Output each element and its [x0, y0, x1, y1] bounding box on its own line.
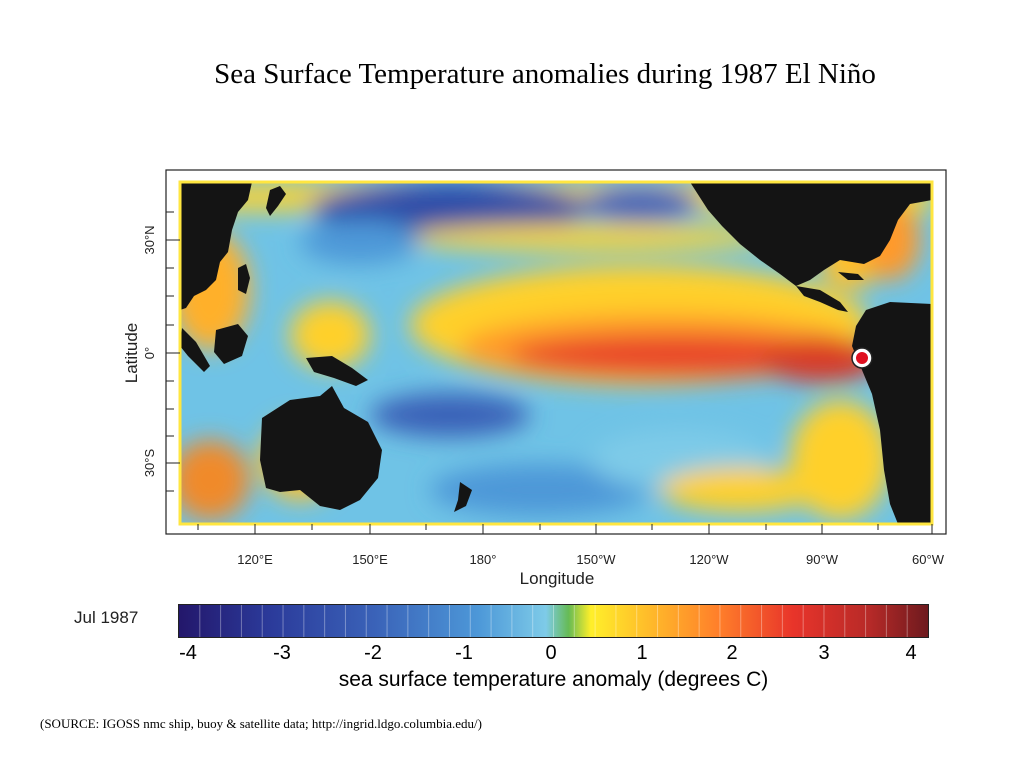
lon-tick-label: 150°E — [352, 552, 388, 567]
japan-islands — [266, 186, 286, 216]
lon-tick-marks — [197, 524, 933, 534]
new-zealand-islands — [454, 482, 472, 512]
caribbean-cuba-island — [838, 272, 864, 280]
sst-anomaly-map: 30°N 0° 30°S Latitude 120°E 150°E 180° 1… — [122, 169, 947, 588]
colorbar-tick-label: 4 — [905, 642, 917, 664]
source-citation: (SOURCE: IGOSS nmc ship, buoy & satellit… — [40, 716, 482, 731]
colorbar-tick-label: -3 — [273, 642, 291, 664]
y-axis-label: Latitude — [122, 323, 141, 384]
colorbar-tick-label: 3 — [818, 642, 830, 664]
colorbar-ticks: -4 -3 -2 -1 0 1 2 3 4 — [178, 642, 929, 668]
colorbar-tick-label: 2 — [726, 642, 738, 664]
colorbar-tick-label: 0 — [545, 642, 557, 664]
x-axis-label: Longitude — [520, 569, 595, 588]
lat-tick-label: 0° — [142, 347, 157, 359]
lat-tick-marks — [166, 211, 180, 492]
philippines-islands — [238, 264, 250, 294]
colorbar-tick-label: -1 — [455, 642, 473, 664]
colorbar-tick-label: -4 — [179, 642, 197, 664]
lon-tick-label: 60°W — [912, 552, 945, 567]
borneo-island — [214, 324, 248, 364]
page-title: Sea Surface Temperature anomalies during… — [214, 58, 876, 90]
asia-landmass — [180, 182, 252, 310]
lat-tick-label: 30°N — [142, 225, 157, 254]
lon-tick-label: 120°W — [689, 552, 729, 567]
sumatra-island — [180, 328, 210, 372]
lat-tick-label: 30°S — [142, 449, 157, 478]
colorbar — [178, 604, 929, 638]
colorbar-date-label: Jul 1987 — [74, 608, 139, 627]
central-america-isthmus — [796, 286, 848, 312]
lon-tick-label: 90°W — [806, 552, 839, 567]
lon-tick-label: 120°E — [237, 552, 273, 567]
colorbar-title: sea surface temperature anomaly (degrees… — [338, 668, 769, 691]
new-guinea-island — [306, 356, 368, 386]
australia-landmass — [260, 386, 382, 510]
location-marker-dot — [856, 352, 868, 364]
colorbar-swatches — [179, 605, 928, 637]
colorbar-tick-label: -2 — [364, 642, 382, 664]
north-america-landmass — [690, 182, 932, 286]
colorbar-tick-label: 1 — [636, 642, 648, 664]
lon-tick-label: 150°W — [576, 552, 616, 567]
lon-tick-label: 180° — [470, 552, 497, 567]
